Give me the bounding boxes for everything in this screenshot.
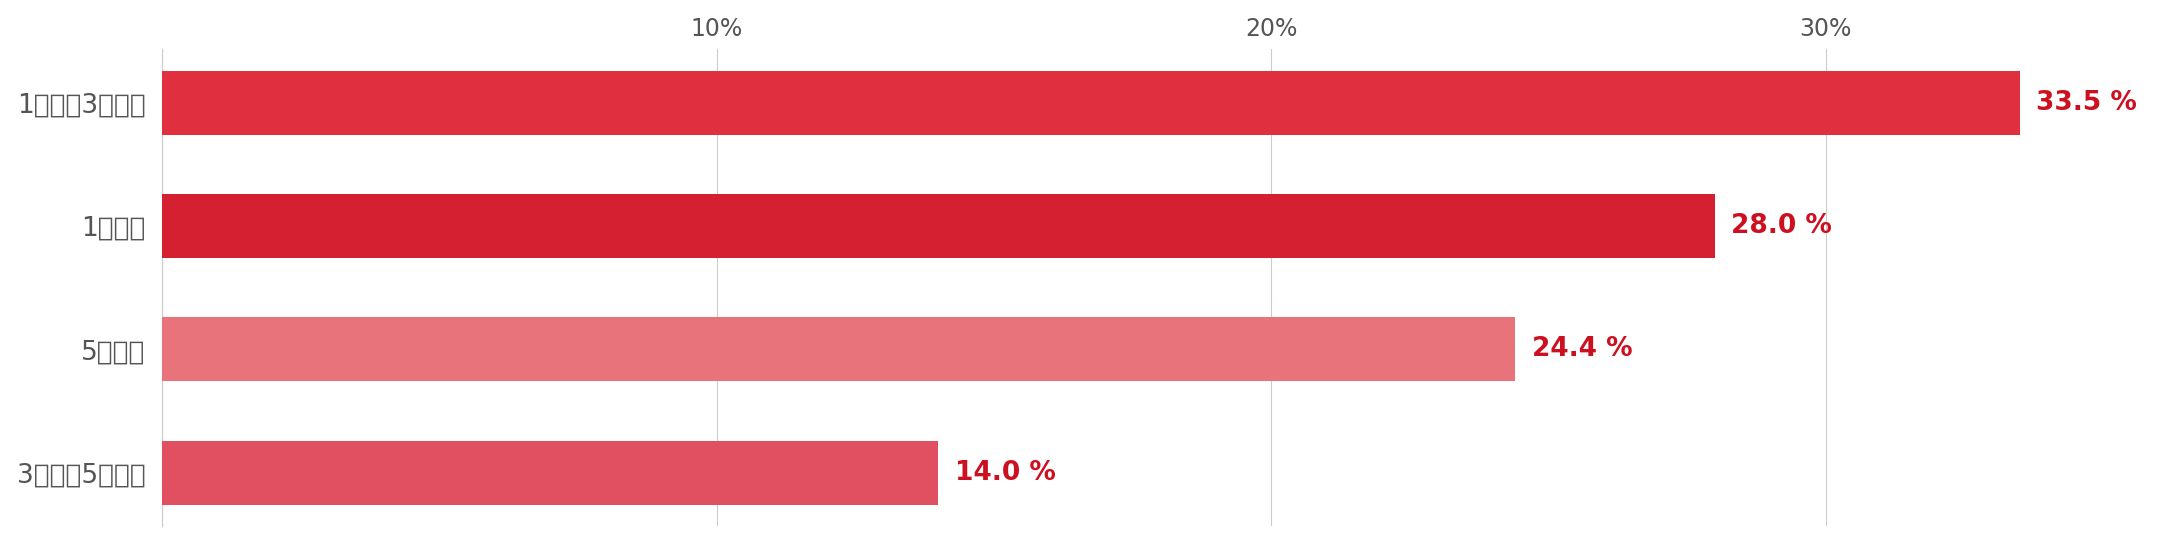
Bar — [163, 194, 1714, 258]
Text: 28.0 %: 28.0 % — [1731, 213, 1831, 239]
Text: 24.4 %: 24.4 % — [1531, 336, 1633, 362]
Bar — [163, 440, 937, 504]
Text: 14.0 %: 14.0 % — [955, 459, 1055, 485]
Bar — [163, 71, 2021, 135]
Text: 33.5 %: 33.5 % — [2036, 90, 2138, 116]
Bar — [163, 317, 1516, 381]
